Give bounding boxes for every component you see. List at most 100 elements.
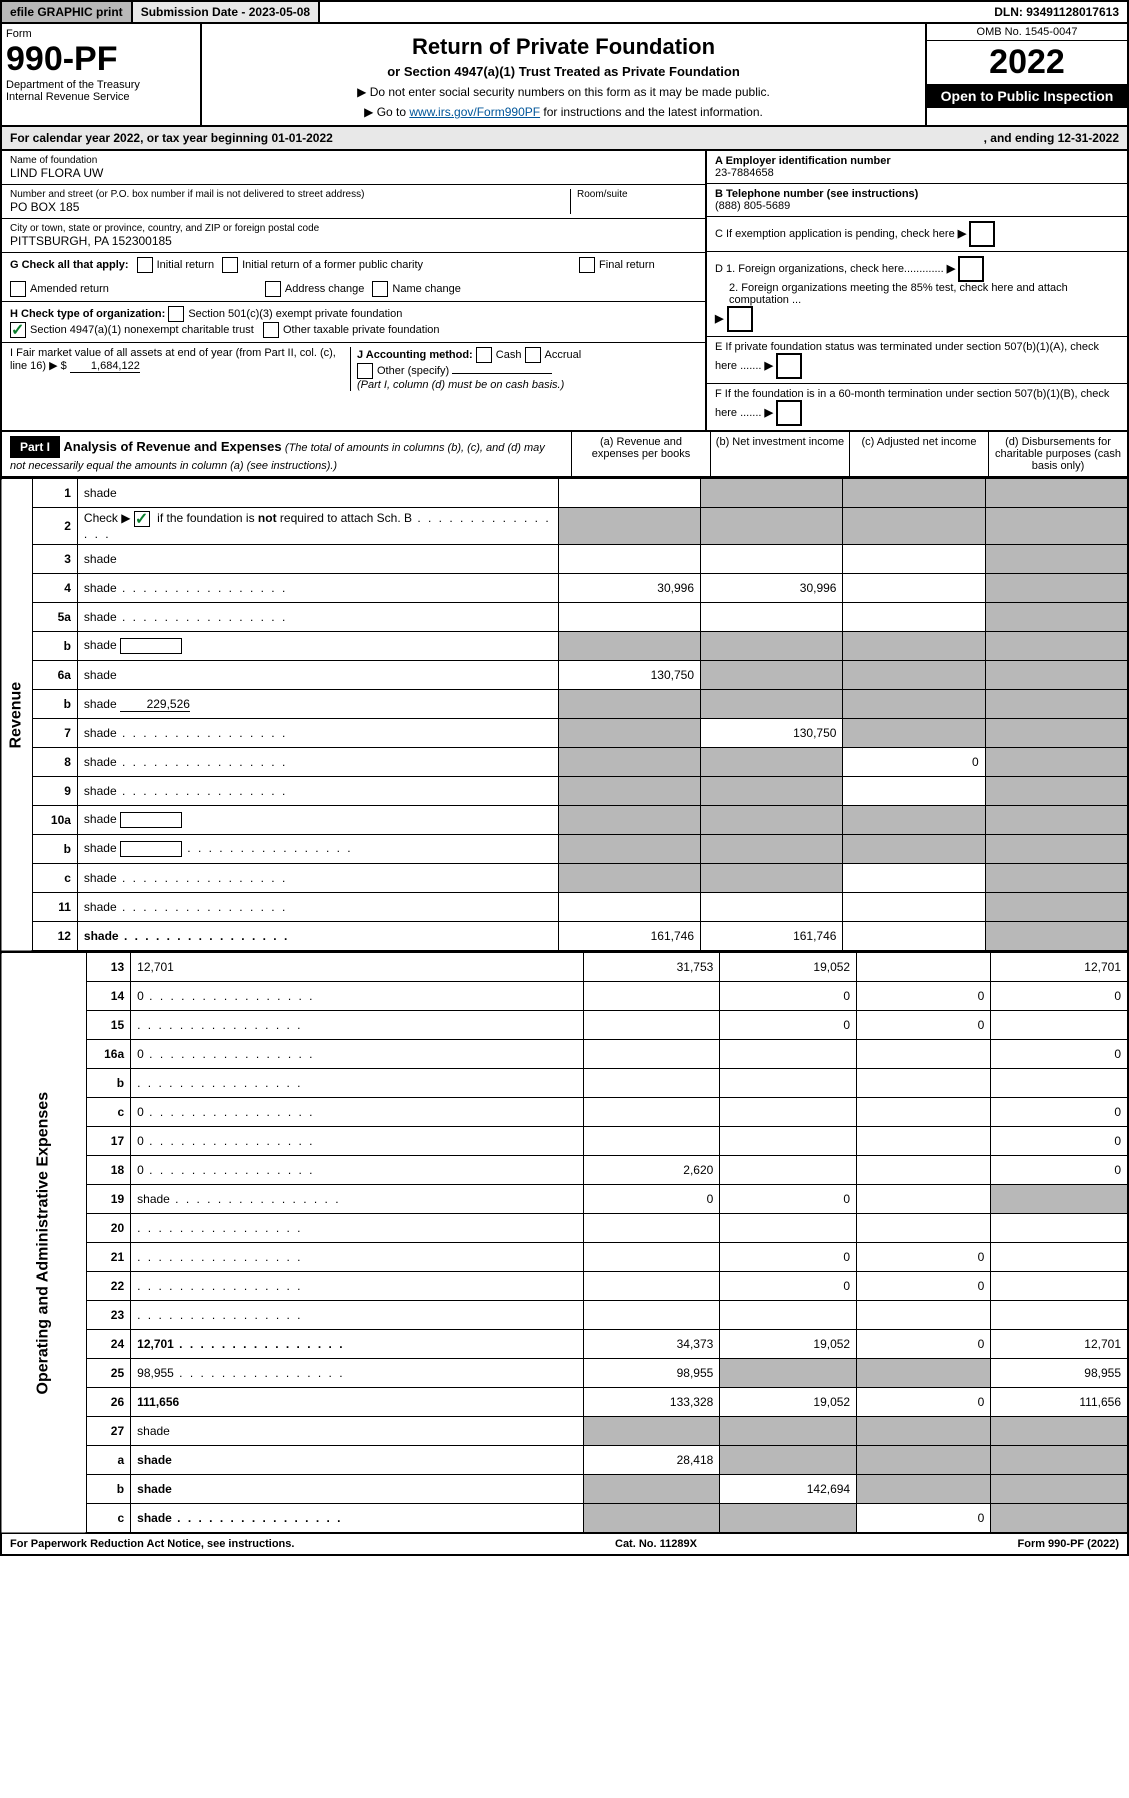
expense-table: Operating and Administrative Expenses131…	[0, 952, 1129, 1534]
table-row: c00	[1, 1098, 1128, 1127]
table-row: 26111,656133,32819,0520111,656	[1, 1388, 1128, 1417]
line-num: 14	[87, 982, 131, 1011]
chk-other[interactable]	[357, 363, 373, 379]
cell-value	[857, 1185, 991, 1214]
chk-schb[interactable]	[134, 511, 150, 527]
ein-cell: A Employer identification number 23-7884…	[707, 151, 1127, 184]
side-label: Operating and Administrative Expenses	[1, 953, 87, 1534]
line-desc: shade	[77, 835, 558, 864]
g-name: Name change	[392, 283, 461, 295]
cell-shaded	[701, 806, 843, 835]
cell-shaded	[857, 1417, 991, 1446]
chk-f[interactable]	[776, 400, 802, 426]
col-b-head: (b) Net investment income	[710, 432, 849, 476]
entity-info: Name of foundation LIND FLORA UW Number …	[0, 151, 1129, 432]
cell-shaded	[985, 835, 1128, 864]
line-num: 1	[33, 479, 78, 508]
d2-label: 2. Foreign organizations meeting the 85%…	[715, 282, 1119, 306]
cell-shaded	[843, 690, 985, 719]
line-num: 26	[87, 1388, 131, 1417]
irs-link[interactable]: www.irs.gov/Form990PF	[409, 105, 540, 119]
g-final: Final return	[599, 259, 655, 271]
chk-addr[interactable]	[265, 281, 281, 297]
chk-initial[interactable]	[137, 257, 153, 273]
chk-501c3[interactable]	[168, 306, 184, 322]
line-num: 11	[33, 893, 78, 922]
inline-box	[120, 638, 182, 654]
tel-value: (888) 805-5689	[715, 200, 790, 212]
cell-value	[843, 603, 985, 632]
cell-value: 98,955	[991, 1359, 1128, 1388]
chk-d2[interactable]	[727, 306, 753, 332]
cell-value: 0	[857, 1388, 991, 1417]
cell-shaded	[985, 922, 1128, 952]
line-num: 5a	[33, 603, 78, 632]
line-desc	[131, 1011, 583, 1040]
cell-value: 0	[991, 982, 1128, 1011]
table-row: 23	[1, 1301, 1128, 1330]
note-ssn: ▶ Do not enter social security numbers o…	[212, 85, 915, 99]
g-initial-former: Initial return of a former public charit…	[242, 259, 423, 271]
chk-d1[interactable]	[958, 256, 984, 282]
cell-value	[720, 1127, 857, 1156]
cell-shaded	[701, 479, 843, 508]
line-desc: shade	[77, 545, 558, 574]
chk-cash[interactable]	[476, 347, 492, 363]
line-num: 7	[33, 719, 78, 748]
cell-shaded	[720, 1359, 857, 1388]
cell-shaded	[558, 864, 700, 893]
line-num: 24	[87, 1330, 131, 1359]
tel-cell: B Telephone number (see instructions) (8…	[707, 184, 1127, 217]
cell-shaded	[701, 661, 843, 690]
submission-date: Submission Date - 2023-05-08	[133, 2, 320, 22]
cell-shaded	[985, 777, 1128, 806]
chk-other-taxable[interactable]	[263, 322, 279, 338]
g-amended: Amended return	[30, 283, 109, 295]
cell-shaded	[985, 603, 1128, 632]
cell-value	[843, 922, 985, 952]
inline-box	[120, 841, 182, 857]
cell-shaded	[558, 632, 700, 661]
cell-value	[857, 1156, 991, 1185]
table-row: 4shade30,99630,996	[1, 574, 1128, 603]
chk-final[interactable]	[579, 257, 595, 273]
foundation-name: LIND FLORA UW	[10, 166, 697, 180]
header-left: Form 990-PF Department of the Treasury I…	[2, 24, 202, 125]
form-number: 990-PF	[6, 40, 196, 79]
cell-shaded	[843, 508, 985, 545]
cell-shaded	[991, 1185, 1128, 1214]
chk-accrual[interactable]	[525, 347, 541, 363]
cell-shaded	[701, 508, 843, 545]
dept-treasury: Department of the Treasury	[6, 79, 196, 91]
line-desc: 0	[131, 1040, 583, 1069]
cell-value: 0	[583, 1185, 720, 1214]
efile-label: efile GRAPHIC print	[2, 2, 133, 22]
inline-box	[120, 812, 182, 828]
line-num: 25	[87, 1359, 131, 1388]
line-num: 9	[33, 777, 78, 806]
cell-value: 161,746	[701, 922, 843, 952]
chk-initial-former[interactable]	[222, 257, 238, 273]
chk-amended[interactable]	[10, 281, 26, 297]
col-c-head: (c) Adjusted net income	[849, 432, 988, 476]
j-cash: Cash	[496, 349, 522, 361]
chk-name[interactable]	[372, 281, 388, 297]
calyear-end: , and ending 12-31-2022	[984, 131, 1119, 145]
i-value: 1,684,122	[70, 360, 140, 373]
cell-shaded	[701, 690, 843, 719]
col-a-head: (a) Revenue and expenses per books	[571, 432, 710, 476]
chk-c[interactable]	[969, 221, 995, 247]
line-desc	[131, 1069, 583, 1098]
open-to-public: Open to Public Inspection	[927, 84, 1127, 108]
cell-value: 0	[857, 1330, 991, 1359]
part1-header-row: Part I Analysis of Revenue and Expenses …	[0, 432, 1129, 478]
table-row: 2412,70134,37319,052012,701	[1, 1330, 1128, 1359]
chk-4947[interactable]	[10, 322, 26, 338]
g-check-row: G Check all that apply: Initial return I…	[2, 253, 705, 302]
line-desc: 98,955	[131, 1359, 583, 1388]
cell-shaded	[701, 748, 843, 777]
form-subtitle: or Section 4947(a)(1) Trust Treated as P…	[212, 64, 915, 79]
cell-value	[720, 1040, 857, 1069]
line-desc	[131, 1214, 583, 1243]
chk-e[interactable]	[776, 353, 802, 379]
